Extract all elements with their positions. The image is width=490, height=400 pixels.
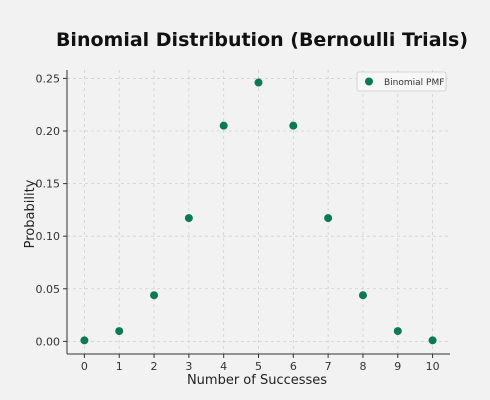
data-point [115,327,124,336]
data-point [358,291,367,300]
x-tick-label: 9 [394,360,401,373]
legend-marker [365,77,373,86]
x-axis-label: Number of Successes [187,373,327,388]
y-axis-label: Probability [23,179,38,248]
x-tick-label: 4 [220,360,227,373]
y-tick-label: 0.05 [36,283,61,296]
data-point [150,291,159,300]
legend-label: Binomial PMF [384,78,444,88]
data-point [254,78,263,87]
x-tick-label: 6 [290,360,297,373]
y-tick-label: 0.00 [36,335,61,348]
x-tick-label: 1 [116,360,123,373]
data-point [393,327,402,336]
legend: Binomial PMF [356,71,447,92]
axes: 0 1 2 3 4 5 6 7 8 9 10 0.00 0.05 0.10 0.15 0.20 0.25 [36,70,450,373]
data-point [289,121,298,130]
x-tick-label: 5 [255,360,262,373]
y-tick-label: 0.15 [36,178,61,191]
x-tick-label: 0 [81,360,88,373]
legend-box [356,71,447,92]
x-tick-label: 3 [185,360,192,373]
x-tick-label: 8 [359,360,366,373]
data-points [80,78,437,345]
x-tick-label: 7 [325,360,332,373]
y-tick-label: 0.10 [36,230,61,243]
grid [67,70,450,354]
data-point [428,336,437,345]
y-tick-label: 0.20 [36,125,61,138]
data-point [324,214,333,223]
x-tick-label: 2 [151,360,158,373]
x-tick-label: 10 [426,360,440,373]
data-point [184,214,193,223]
data-point [219,121,228,130]
chart-title: Binomial Distribution (Bernoulli Trials) [56,29,468,51]
y-tick-label: 0.25 [36,72,61,85]
data-point [80,336,89,345]
